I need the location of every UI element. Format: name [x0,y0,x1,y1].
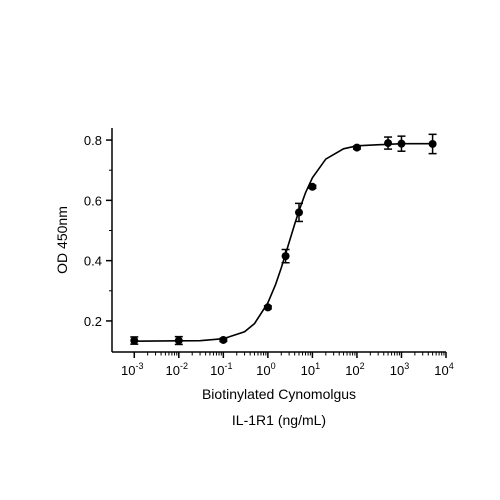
y-tick-label: 0.6 [84,193,102,208]
x-tick-exponent: 4 [449,361,454,371]
data-point [294,208,303,217]
fit-curve [134,142,433,342]
x-tick-base: 10 [210,363,224,378]
data-point [263,303,272,312]
data-point [384,139,393,148]
x-tick-base: 10 [390,363,404,378]
x-tick-base: 10 [121,363,135,378]
data-point [130,336,139,345]
data-point [428,139,437,148]
data-point [308,182,317,191]
y-tick-label: 0.4 [84,254,102,269]
x-tick-label: 10-3 [121,361,143,378]
x-tick-label: 101 [301,361,320,378]
x-tick-exponent: -1 [225,361,233,371]
x-tick-exponent: 1 [315,361,320,371]
y-axis-label: OD 450nm [54,206,70,274]
x-tick-label: 100 [256,361,275,378]
y-tick-label: 0.2 [84,314,102,329]
x-tick-label: 10-1 [210,361,232,378]
data-point [219,335,228,344]
data-point [397,139,406,148]
y-tick-label: 0.8 [84,133,102,148]
x-tick-exponent: -3 [135,361,143,371]
x-axis-label: Biotinylated Cynomolgus [202,386,356,402]
x-tick-label: 103 [390,361,409,378]
x-tick-base: 10 [345,363,359,378]
x-tick-exponent: -2 [180,361,188,371]
x-tick-exponent: 0 [271,361,276,371]
x-tick-exponent: 2 [360,361,365,371]
x-tick-base: 10 [256,363,270,378]
x-tick-label: 10-2 [166,361,188,378]
x-tick-base: 10 [301,363,315,378]
x-tick-exponent: 3 [404,361,409,371]
data-point [352,143,361,152]
x-tick-base: 10 [434,363,448,378]
x-tick-label: 104 [434,361,453,378]
x-tick-label: 102 [345,361,364,378]
x-axis-label: IL-1R1 (ng/mL) [232,412,326,428]
x-tick-base: 10 [166,363,180,378]
data-point [174,336,183,345]
data-point [281,252,290,261]
